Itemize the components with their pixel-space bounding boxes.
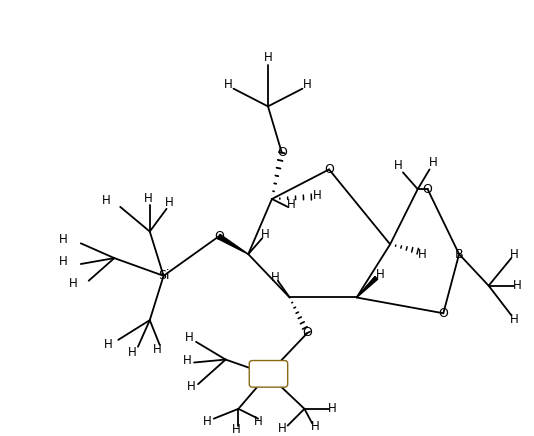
Text: H: H <box>429 156 438 169</box>
Polygon shape <box>357 276 378 297</box>
Text: H: H <box>59 233 67 246</box>
Text: H: H <box>153 343 162 356</box>
Text: H: H <box>287 198 296 211</box>
Text: O: O <box>438 307 448 320</box>
Text: H: H <box>102 194 111 208</box>
Text: H: H <box>328 402 336 416</box>
Text: H: H <box>254 415 263 428</box>
Polygon shape <box>217 234 248 254</box>
Text: Si: Si <box>158 269 169 283</box>
Text: H: H <box>376 268 384 281</box>
Text: H: H <box>202 415 211 428</box>
Text: Abs: Abs <box>257 368 279 381</box>
Text: B: B <box>455 248 464 261</box>
Text: H: H <box>68 277 77 290</box>
Text: H: H <box>510 313 519 326</box>
Text: H: H <box>261 228 270 241</box>
Text: O: O <box>277 146 287 159</box>
Text: H: H <box>224 78 233 91</box>
Text: O: O <box>302 327 312 340</box>
Text: H: H <box>313 188 321 201</box>
Text: H: H <box>104 338 113 351</box>
FancyBboxPatch shape <box>249 361 288 387</box>
Text: O: O <box>214 230 224 243</box>
Text: H: H <box>311 420 320 433</box>
Text: H: H <box>277 422 286 435</box>
Text: H: H <box>510 248 519 261</box>
Text: H: H <box>144 192 152 205</box>
Text: H: H <box>128 346 136 359</box>
Text: H: H <box>187 380 195 393</box>
Text: H: H <box>185 331 193 344</box>
Text: H: H <box>271 271 279 284</box>
Text: H: H <box>165 197 174 209</box>
Text: H: H <box>418 248 427 261</box>
Text: H: H <box>513 279 522 292</box>
Text: H: H <box>232 423 241 436</box>
Text: H: H <box>59 255 67 268</box>
Text: H: H <box>394 159 403 172</box>
Text: O: O <box>422 183 433 196</box>
Text: O: O <box>324 163 334 176</box>
Text: H: H <box>183 354 192 367</box>
Text: H: H <box>264 51 272 64</box>
Text: H: H <box>303 78 312 91</box>
